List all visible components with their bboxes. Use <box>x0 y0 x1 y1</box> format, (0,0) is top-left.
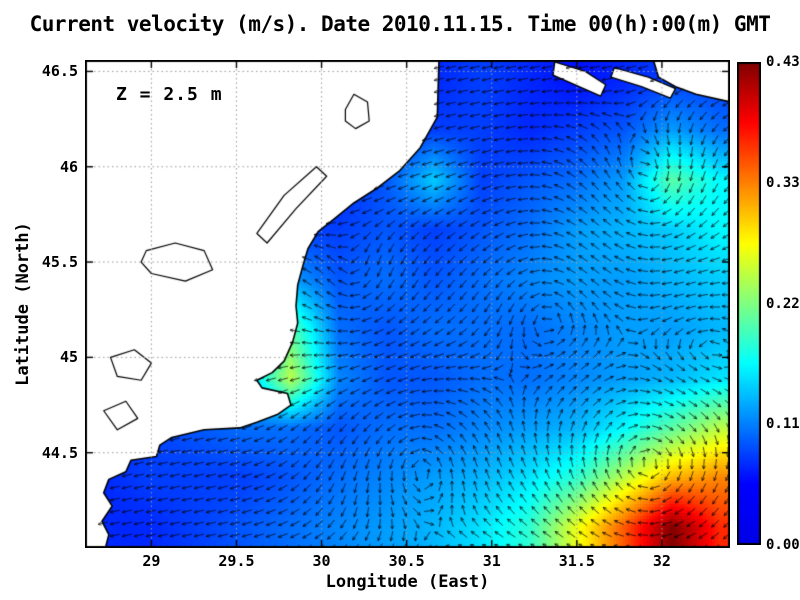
colorbar-tick-label: 0.22 <box>766 295 800 312</box>
y-tick-label: 45 <box>59 348 78 367</box>
x-tick-label: 31 <box>482 552 501 570</box>
x-tick-label: 32 <box>652 552 671 570</box>
x-tick-label: 31.5 <box>558 552 595 570</box>
colorbar <box>737 62 761 545</box>
colorbar-tick-label: 0.43 <box>766 54 800 70</box>
x-tick-label: 30.5 <box>388 552 425 570</box>
y-axis-label: Latitude (North) <box>13 222 33 386</box>
chart-title: Current velocity (m/s). Date 2010.11.15.… <box>29 12 771 36</box>
x-tick-label: 29.5 <box>218 552 255 570</box>
colorbar-tick-label: 0.11 <box>766 416 800 433</box>
depth-annotation: Z = 2.5 m <box>116 84 223 105</box>
x-tick-label: 29 <box>142 552 161 570</box>
velocity-map-canvas <box>85 60 730 548</box>
y-tick-label: 46 <box>59 157 78 176</box>
x-tick-label: 30 <box>312 552 331 570</box>
y-tick-label: 44.5 <box>41 443 78 462</box>
colorbar-tick-label: 0.33 <box>766 174 800 191</box>
y-tick-label: 46.5 <box>41 62 78 81</box>
y-tick-label: 45.5 <box>41 253 78 272</box>
x-axis-label: Longitude (East) <box>325 572 490 592</box>
colorbar-tick-label: 0.00 <box>766 537 800 553</box>
